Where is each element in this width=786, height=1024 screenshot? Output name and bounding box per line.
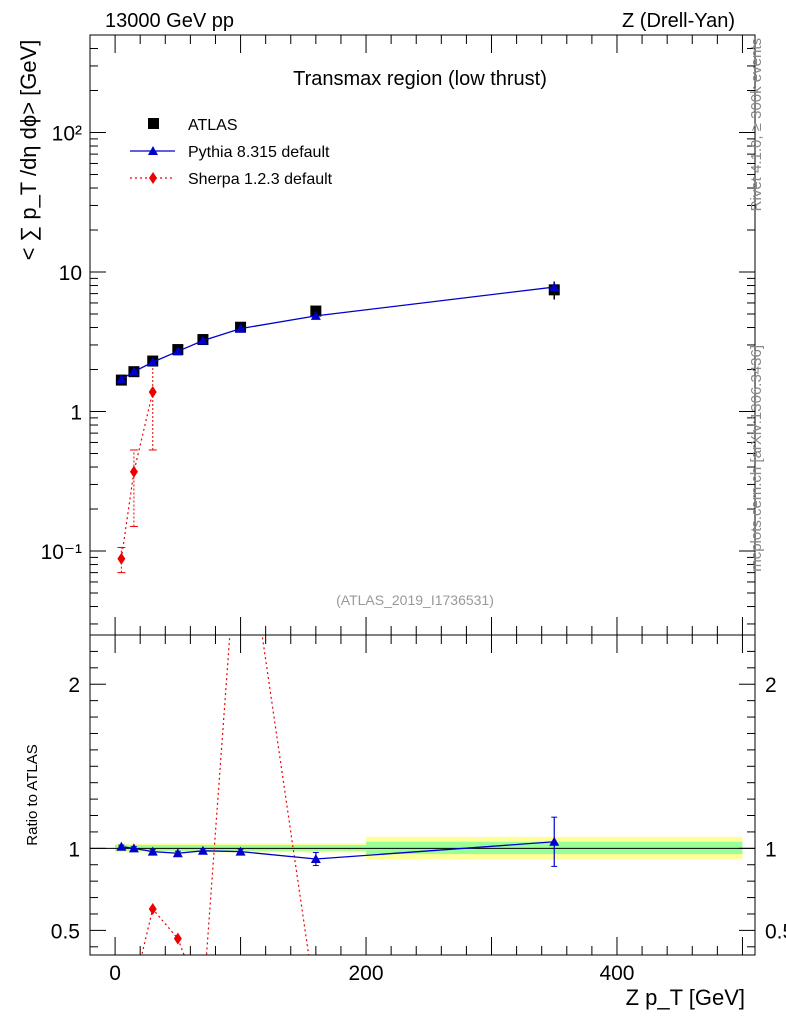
- y-axis-label-main: < ∑ p_T /dη dϕ> [GeV]: [16, 40, 41, 261]
- pythia-main-point: [116, 374, 127, 384]
- legend-sherpa-marker: [149, 172, 157, 184]
- pythia-main-point: [310, 310, 321, 320]
- pythia-main-point: [197, 335, 208, 345]
- header-left: 13000 GeV pp: [105, 10, 234, 32]
- pythia-ratio-line: [121, 841, 555, 860]
- pythia-main-point: [549, 282, 560, 292]
- pythia-main-point: [128, 366, 139, 376]
- pythia-main-point: [172, 346, 183, 356]
- side-label-rivet-text: Rivet 4.1.0, ≥ 300k events: [748, 38, 765, 211]
- side-label-rivet: Rivet 4.1.0, ≥ 300k events: [748, 38, 765, 211]
- main-title: Transmax region (low thrust): [293, 68, 547, 90]
- pythia-ratio-point: [197, 845, 208, 855]
- ratio-x-tick-label: 400: [599, 962, 634, 985]
- sherpa-main-line: [120, 391, 154, 559]
- legend-label: Pythia 8.315 default: [188, 144, 330, 161]
- pythia-main-point: [235, 323, 246, 333]
- header-right: Z (Drell-Yan): [622, 10, 735, 32]
- ratio-frame: [89, 634, 756, 956]
- sherpa-main-point: [117, 552, 126, 565]
- main-y-tick-label: 10²: [52, 123, 82, 146]
- ratio-panel: 0.5 0.5 1 1 2 2 0 200 400: [51, 634, 786, 985]
- main-ticks: 10⁻¹ 1 10 10²: [41, 34, 755, 635]
- sherpa-ratio-line: [141, 635, 310, 955]
- ratio-ticks: 0.5 0.5 1 1 2 2 0 200 400: [51, 635, 786, 985]
- pythia-ratio-point: [172, 848, 183, 858]
- analysis-id: (ATLAS_2019_I1736531): [336, 592, 494, 608]
- pythia-main-point: [147, 357, 158, 367]
- side-label-source: mcplots.cern.ch [arXiv:1306.3436]: [748, 345, 765, 572]
- sherpa-ratio-point: [148, 903, 157, 916]
- legend: ATLAS Pythia 8.315 default Sherpa 1.2.3 de…: [130, 117, 333, 188]
- y-axis-label-ratio-text: Ratio to ATLAS: [24, 744, 41, 845]
- pythia-ratio-point: [310, 854, 321, 863]
- main-y-tick-label: 10⁻¹: [41, 541, 82, 564]
- ratio-y-tick-label-right: 0.5: [765, 920, 786, 943]
- pythia-ratio-point: [116, 841, 127, 851]
- ratio-x-tick-label: 0: [109, 962, 121, 985]
- legend-atlas-marker: [148, 118, 159, 129]
- ratio-y-tick-label-right: 1: [765, 838, 777, 861]
- y-axis-label-main-text: < ∑ p_T /dη dϕ> [GeV]: [16, 40, 41, 261]
- pythia-ratio-point: [147, 846, 158, 856]
- pythia-main-line: [121, 286, 555, 380]
- ratio-data: [116, 635, 560, 955]
- ratio-y-tick-label-left: 2: [68, 674, 80, 697]
- x-axis-label: Z p_T [GeV]: [626, 985, 745, 1010]
- ratio-y-tick-label-left: 1: [68, 838, 80, 861]
- sherpa-main-point: [148, 385, 157, 398]
- y-axis-label-ratio: Ratio to ATLAS: [24, 744, 41, 845]
- ratio-y-tick-label-right: 2: [765, 674, 777, 697]
- main-y-tick-label: 10: [59, 262, 82, 285]
- ratio-x-tick-label: 200: [349, 962, 384, 985]
- pythia-ratio-point: [235, 846, 246, 856]
- sherpa-main-point: [129, 465, 138, 478]
- pythia-ratio-point: [128, 843, 139, 853]
- main-data: [115, 281, 560, 574]
- side-label-source-text: mcplots.cern.ch [arXiv:1306.3436]: [748, 345, 765, 572]
- legend-label: ATLAS: [188, 117, 238, 134]
- pythia-ratio-point: [549, 836, 560, 846]
- sherpa-ratio-point: [173, 932, 182, 945]
- legend-label: Sherpa 1.2.3 default: [188, 171, 333, 188]
- main-y-tick-label: 1: [70, 402, 82, 425]
- main-panel: Transmax region (low thrust) (ATLAS_2019…: [41, 34, 756, 636]
- ratio-bands: [90, 836, 755, 859]
- ratio-y-tick-label-left: 0.5: [51, 920, 80, 943]
- legend-pythia-marker: [148, 146, 158, 155]
